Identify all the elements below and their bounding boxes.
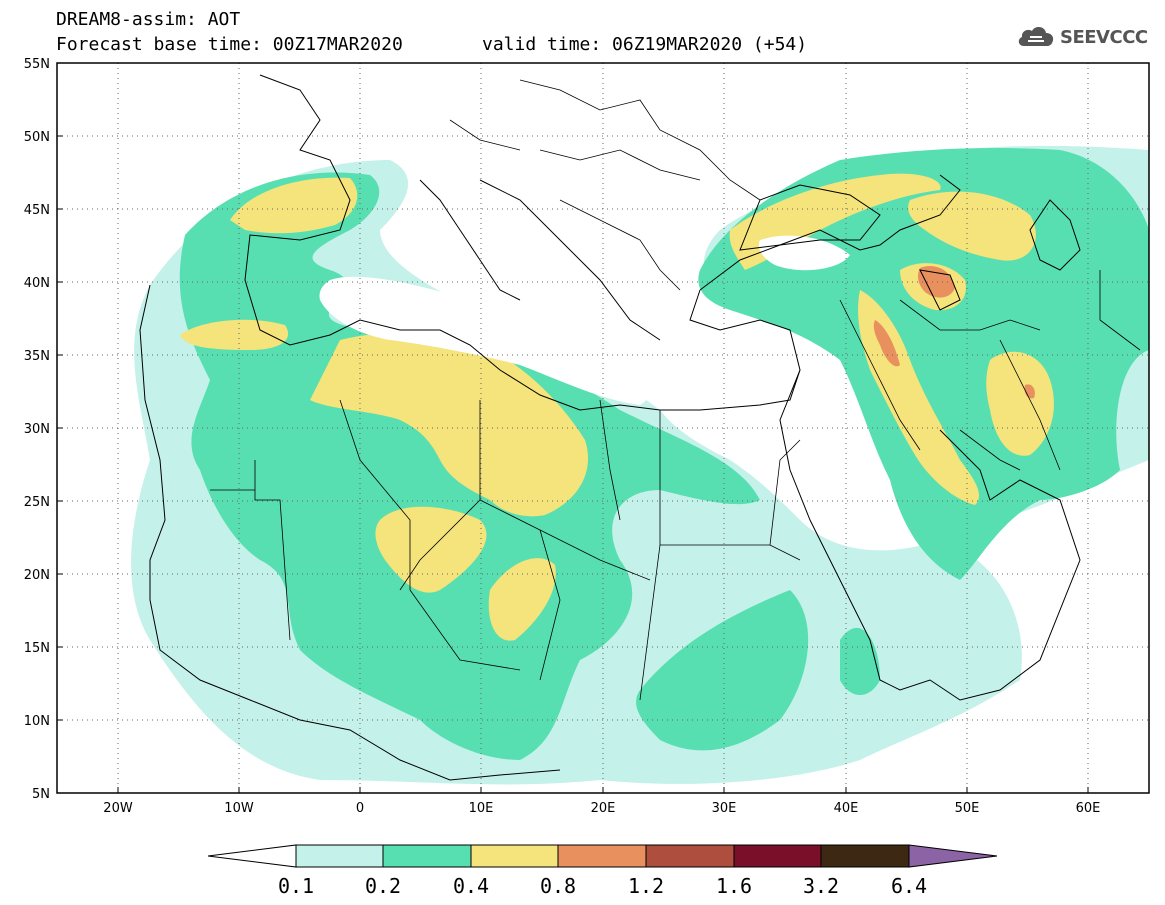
colorbar-label-0.8: 0.8 (540, 874, 576, 898)
lat-label-55N: 55N (24, 57, 50, 72)
colorbar-box-2 (382, 844, 472, 868)
lat-label-25N: 25N (24, 495, 50, 510)
lat-label-30N: 30N (24, 422, 50, 437)
colorbar-box-7 (820, 844, 910, 868)
lon-label-0: 0 (356, 801, 364, 816)
colorbar-box-6 (733, 844, 822, 868)
colorbar-label-1.6: 1.6 (716, 874, 752, 898)
lat-label-20N: 20N (24, 568, 50, 583)
lon-label-10E: 10E (469, 801, 494, 816)
colorbar-label-6.4: 6.4 (891, 874, 927, 898)
lat-label-40N: 40N (24, 276, 50, 291)
map-title: DREAM8-assim: AOT (56, 9, 241, 30)
base-time-label: Forecast base time: 00Z17MAR2020 (56, 34, 403, 55)
lat-label-15N: 15N (24, 641, 50, 656)
colorbar-box-1 (295, 844, 384, 868)
lon-label-20E: 20E (591, 801, 616, 816)
coastlines (139, 74, 1081, 781)
country-borders (210, 79, 1141, 701)
lat-label-45N: 45N (24, 203, 50, 218)
colorbar-label-3.2: 3.2 (803, 874, 839, 898)
lon-label-10W: 10W (224, 801, 254, 816)
lon-label-30E: 30E (712, 801, 737, 816)
colorbar-label-0.4: 0.4 (453, 874, 489, 898)
lat-label-50N: 50N (24, 130, 50, 145)
water-bodies (319, 235, 850, 520)
colorbar-box-3 (470, 844, 559, 868)
colorbar-box-4 (557, 844, 647, 868)
colorbar-label-0.1: 0.1 (278, 874, 314, 898)
colorbar-label-0.2: 0.2 (365, 874, 401, 898)
valid-time-label: valid time: 06Z19MAR2020 (+54) (482, 34, 808, 55)
cloud-icon (1018, 27, 1054, 46)
lat-lon-grid (57, 63, 1149, 793)
colorbar-label-1.2: 1.2 (628, 874, 664, 898)
lon-label-20W: 20W (103, 801, 133, 816)
lon-label-50E: 50E (955, 801, 980, 816)
axis-ticks (57, 135, 1089, 793)
lon-label-60E: 60E (1076, 801, 1101, 816)
seevccc-logo: SEEVCCC (1016, 24, 1148, 50)
lat-label-10N: 10N (24, 714, 50, 729)
lon-labels: 20W 10W 0 10E 20E 30E 40E 50E 60E (103, 801, 1100, 816)
logo-text: SEEVCCC (1060, 26, 1148, 48)
lon-label-40E: 40E (834, 801, 859, 816)
colorbar-box-5 (645, 844, 735, 868)
lat-labels: 55N 50N 45N 40N 35N 30N 25N 20N 15N 10N … (24, 57, 50, 802)
lat-label-35N: 35N (24, 349, 50, 364)
colorbar-labels: 0.1 0.2 0.4 0.8 1.2 1.6 3.2 6.4 (278, 874, 927, 898)
colorbar (207, 844, 998, 868)
lat-label-5N: 5N (32, 787, 50, 802)
colorbar-arrow-low (207, 844, 297, 868)
colorbar-arrow-high (908, 844, 998, 868)
